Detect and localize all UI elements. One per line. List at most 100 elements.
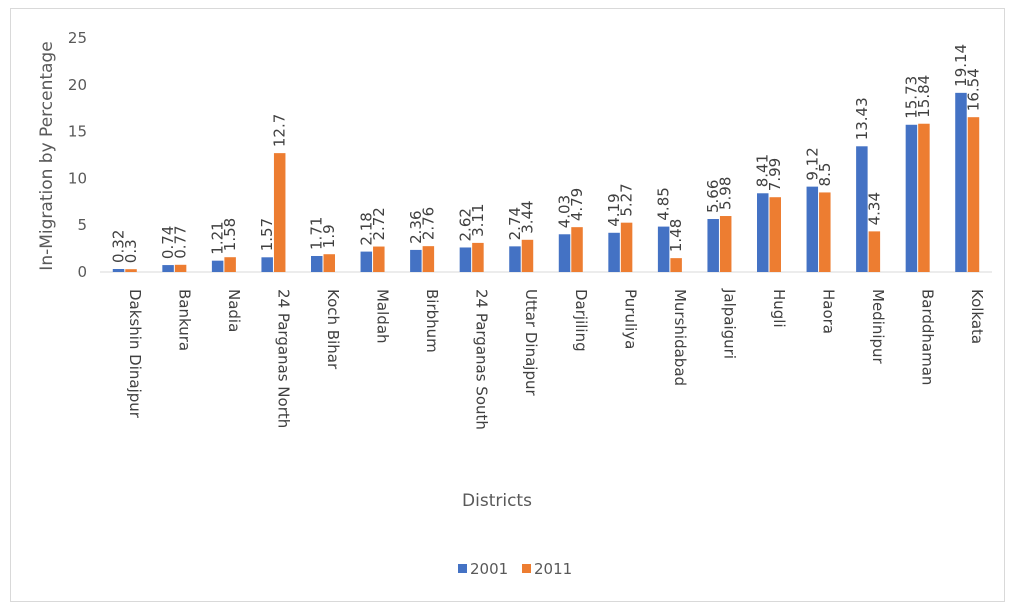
bar-2001 — [608, 232, 620, 272]
data-label-2011: 1.48 — [667, 219, 685, 252]
data-label-2011: 5.27 — [618, 183, 636, 216]
legend-label-2011: 2011 — [534, 560, 572, 578]
data-label-2001: 9.12 — [803, 147, 821, 180]
bar-2011 — [967, 117, 980, 272]
data-label-2001: 1.21 — [209, 221, 227, 254]
category-label: Puruliya — [621, 289, 639, 349]
y-axis-title: In-Migration by Percentage — [37, 41, 57, 270]
category-label: Barddhaman — [919, 289, 937, 385]
bar-2001 — [360, 251, 373, 272]
category-label: 24 Parganas South — [473, 289, 491, 430]
chart-frame — [10, 8, 1005, 602]
category-label: Maldah — [374, 289, 392, 344]
bar-2001 — [162, 265, 174, 272]
bar-2011 — [868, 231, 881, 272]
bar-2011 — [620, 222, 633, 272]
bar-2011 — [472, 242, 484, 272]
legend: 2001 2011 — [458, 560, 572, 578]
data-label-2011: 1.58 — [221, 218, 239, 251]
bar-2011 — [273, 153, 286, 272]
data-label-2011: 3.11 — [469, 203, 487, 236]
category-label: Hugli — [770, 289, 788, 328]
data-label-2011: 7.99 — [766, 158, 784, 191]
data-label-2001: 8.41 — [754, 154, 772, 187]
bar-2011 — [174, 264, 187, 272]
bar-2011 — [719, 216, 732, 272]
category-label: Haora — [820, 289, 838, 334]
data-label-2001: 1.57 — [258, 218, 276, 251]
data-label-2001: 19.14 — [952, 44, 970, 87]
bar-2001 — [955, 92, 967, 272]
bar-2011 — [918, 123, 930, 272]
data-label-2011: 2.72 — [370, 207, 388, 240]
bar-2011 — [521, 239, 534, 272]
data-label-2011: 1.9 — [320, 224, 338, 248]
bar-2001 — [509, 246, 521, 272]
data-label-2001: 2.36 — [407, 211, 425, 244]
data-label-2011: 8.5 — [816, 163, 834, 187]
category-label: Koch Bihar — [324, 289, 342, 370]
category-label: Bankura — [175, 289, 193, 351]
category-label: Darjiling — [572, 289, 590, 352]
bar-2011 — [373, 246, 385, 272]
data-label-2001: 13.43 — [853, 97, 871, 140]
data-label-2001: 2.74 — [506, 207, 524, 240]
y-tick-label: 10 — [68, 169, 87, 187]
category-label: Uttar Dinajpur — [522, 289, 540, 396]
legend-label-2001: 2001 — [470, 560, 508, 578]
bars — [112, 92, 980, 272]
data-label-2011: 16.54 — [964, 68, 982, 111]
category-label: Jalpaiguri — [720, 288, 738, 359]
category-label: Dakshin Dinajpur — [126, 289, 144, 419]
y-tick-label: 20 — [68, 76, 87, 94]
category-label: Birbhum — [423, 289, 441, 353]
data-label-2001: 4.03 — [556, 195, 574, 228]
y-tick-label: 25 — [68, 29, 87, 47]
data-label-2011: 15.84 — [915, 75, 933, 118]
bar-2001 — [905, 124, 918, 272]
bar-2011 — [422, 246, 435, 272]
bar-2001 — [856, 146, 868, 272]
data-label-2011: 3.44 — [518, 200, 536, 233]
bar-2001 — [657, 226, 670, 272]
bar-2001 — [261, 257, 273, 272]
data-label-2001: 5.66 — [704, 180, 722, 213]
y-tick-label: 0 — [77, 263, 87, 281]
bar-2001 — [558, 234, 571, 272]
data-label-2001: 2.18 — [357, 212, 375, 245]
data-label-2011: 2.76 — [419, 207, 437, 240]
data-label-2011: 4.34 — [865, 192, 883, 225]
bar-2001 — [311, 255, 323, 272]
category-label: 24 Parganas North — [274, 289, 292, 428]
data-label-2001: 0.32 — [110, 230, 128, 263]
category-label: Nadia — [225, 289, 243, 332]
bar-2001 — [707, 219, 719, 272]
y-tick-label: 5 — [77, 216, 87, 234]
category-labels: Dakshin Dinajpur Bankura Nadia 24 Parganas … — [126, 288, 986, 430]
data-label-2001: 4.85 — [655, 187, 673, 220]
bar-2011 — [323, 254, 335, 272]
data-labels: 0.320.3 0.740.77 1.211.58 1.57 12.7 1.711.9 2.… — [110, 44, 983, 263]
category-label: Medinipur — [869, 289, 887, 365]
data-label-2001: 2.62 — [456, 208, 474, 241]
data-label-2001: 1.71 — [308, 217, 326, 250]
category-label: Murshidabad — [671, 289, 689, 386]
bar-2011 — [571, 227, 583, 272]
legend-swatch-2001 — [458, 564, 467, 573]
bar-2011 — [819, 192, 831, 272]
bar-2011 — [670, 258, 682, 272]
bar-2011 — [224, 257, 236, 272]
data-label-2001: 4.19 — [605, 193, 623, 226]
data-label-2001: 0.74 — [159, 226, 177, 259]
data-label-2011: 12.7 — [271, 114, 289, 147]
data-label-2011: 0.3 — [122, 239, 140, 263]
bar-2011 — [769, 197, 781, 272]
bar-2011 — [125, 269, 137, 272]
data-label-2001: 15.73 — [902, 76, 920, 119]
data-label-2011: 4.79 — [568, 188, 586, 221]
category-label: Kolkata — [968, 289, 986, 344]
y-tick-label: 15 — [68, 123, 87, 141]
bar-2001 — [112, 269, 125, 272]
bar-2001 — [410, 249, 422, 272]
